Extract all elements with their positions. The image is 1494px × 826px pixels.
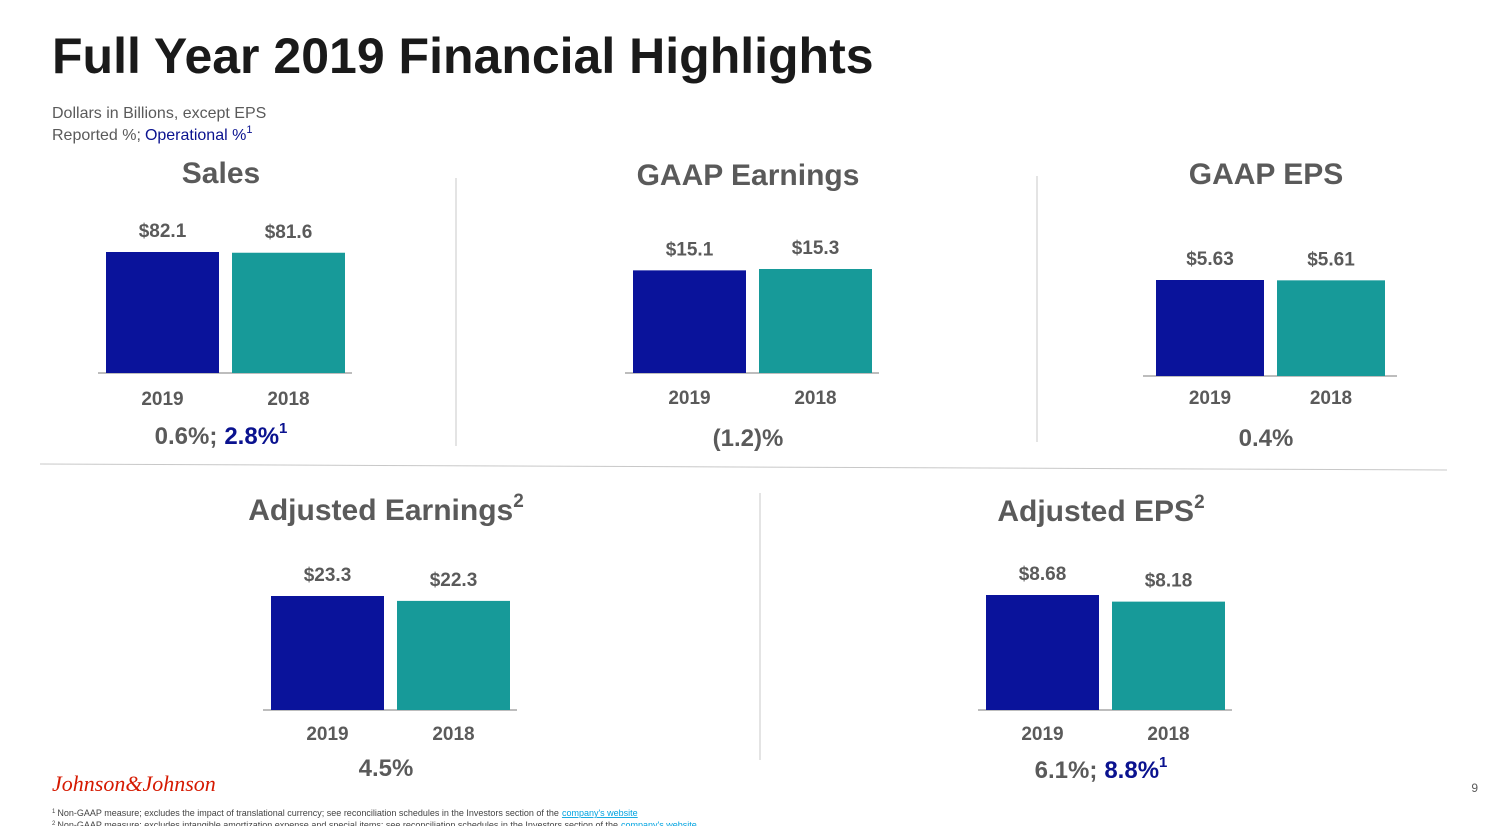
category-label: 2018 xyxy=(1310,388,1352,409)
chart-title: Adjusted Earnings2 xyxy=(248,491,524,527)
superscript: 1 xyxy=(52,809,56,815)
superscript: 1 xyxy=(1159,754,1167,771)
chart-title-text: Adjusted EPS xyxy=(997,495,1194,528)
slide-title: Full Year 2019 Financial Highlights xyxy=(52,28,874,84)
category-label: 2019 xyxy=(1021,724,1063,745)
category-label: 2018 xyxy=(1147,724,1189,745)
growth-reported: 0.4% xyxy=(1239,425,1294,452)
growth-reported: 4.5% xyxy=(359,755,414,782)
bar xyxy=(1277,280,1385,376)
divider xyxy=(39,463,1448,471)
superscript: 2 xyxy=(52,821,56,826)
value-label: $81.6 xyxy=(265,222,313,243)
value-label: $22.3 xyxy=(430,570,478,591)
superscript: 1 xyxy=(246,124,252,136)
value-label: $8.18 xyxy=(1145,571,1193,592)
footnote: 1 Non-GAAP measure; excludes the impact o… xyxy=(52,808,638,818)
category-label: 2019 xyxy=(1189,388,1231,409)
footnote-text: Non-GAAP measure; excludes the impact of… xyxy=(57,808,559,818)
growth-reported: (1.2)% xyxy=(713,425,784,452)
growth: 0.6%; 2.8%1 xyxy=(155,420,288,450)
chart-title-text: GAAP EPS xyxy=(1189,158,1344,191)
value-label: $8.68 xyxy=(1019,564,1067,585)
superscript: 2 xyxy=(513,491,524,512)
chart-title: Sales xyxy=(182,157,260,190)
chart-title: GAAP Earnings xyxy=(637,159,860,192)
growth: 0.4% xyxy=(1239,425,1294,452)
bar xyxy=(986,595,1099,710)
category-label: 2019 xyxy=(306,724,348,745)
bar xyxy=(1156,280,1264,376)
bar xyxy=(633,270,746,373)
chart-title-text: Sales xyxy=(182,157,260,190)
category-label: 2019 xyxy=(668,388,710,409)
category-label: 2018 xyxy=(432,724,474,745)
category-label: 2018 xyxy=(794,388,836,409)
growth-reported: 6.1%; xyxy=(1035,757,1098,784)
value-label: $5.61 xyxy=(1307,249,1355,270)
category-label: 2018 xyxy=(267,389,309,410)
footnote-text: Non-GAAP measure; excludes intangible am… xyxy=(57,820,618,826)
chart-title-text: Adjusted Earnings xyxy=(248,494,513,527)
footnote-link: company's website xyxy=(562,808,638,818)
subtitle-line: Dollars in Billions, except EPS xyxy=(52,105,266,122)
growth: 4.5% xyxy=(359,755,414,782)
page-number: 9 xyxy=(1471,781,1478,795)
chart-title-text: GAAP Earnings xyxy=(637,159,860,192)
bar xyxy=(271,596,384,710)
growth-reported: 0.6%; xyxy=(155,423,218,450)
growth: (1.2)% xyxy=(713,425,784,452)
bar xyxy=(232,252,345,373)
value-label: $15.1 xyxy=(666,239,714,260)
value-label: $82.1 xyxy=(139,221,187,242)
growth-operational: 2.8% xyxy=(224,423,279,450)
chart-title: Adjusted EPS2 xyxy=(997,492,1204,528)
superscript: 2 xyxy=(1194,492,1205,513)
category-label: 2019 xyxy=(141,389,183,410)
value-label: $23.3 xyxy=(304,565,352,586)
bar xyxy=(759,269,872,373)
chart-title: GAAP EPS xyxy=(1189,158,1344,191)
logo: Johnson&Johnson xyxy=(52,771,216,796)
footnote-link: company's website xyxy=(621,820,697,826)
bar xyxy=(397,600,510,710)
subtitle-line: Reported %; Operational %1 xyxy=(52,124,252,144)
bar xyxy=(1112,601,1225,710)
value-label: $5.63 xyxy=(1186,249,1234,270)
bar xyxy=(106,252,219,373)
value-label: $15.3 xyxy=(792,238,840,259)
subtitle-operational: Operational % xyxy=(145,127,246,144)
subtitle-reported: Reported %; xyxy=(52,127,141,144)
footnote: 2 Non-GAAP measure; excludes intangible a… xyxy=(52,820,697,826)
superscript: 1 xyxy=(279,420,287,437)
growth: 6.1%; 8.8%1 xyxy=(1035,754,1168,784)
growth-operational: 8.8% xyxy=(1104,757,1159,784)
